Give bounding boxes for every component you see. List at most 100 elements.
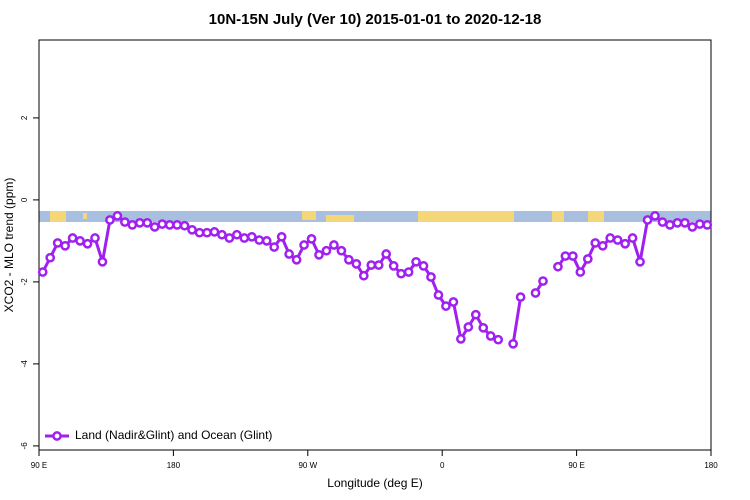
land-patch xyxy=(50,211,66,222)
data-point xyxy=(530,288,541,298)
x-axis-label: Longitude (deg E) xyxy=(327,476,422,490)
data-point xyxy=(582,254,593,264)
data-point xyxy=(620,238,630,249)
data-point xyxy=(239,233,250,243)
data-point xyxy=(381,249,392,259)
data-point xyxy=(112,211,123,221)
legend-label: Land (Nadir&Glint) and Ocean (Glint) xyxy=(75,428,272,442)
data-point xyxy=(418,261,429,271)
data-point xyxy=(411,256,421,267)
data-point xyxy=(37,267,48,277)
data-point xyxy=(575,267,586,277)
data-point xyxy=(254,235,265,245)
data-point xyxy=(470,309,481,320)
chart-title: 10N-15N July (Ver 10) 2015-01-01 to 2020… xyxy=(209,11,542,28)
data-point xyxy=(597,240,608,251)
y-tick-label: -4 xyxy=(20,360,29,368)
data-point xyxy=(202,227,212,238)
data-point xyxy=(515,292,526,302)
data-point xyxy=(403,267,414,277)
data-point xyxy=(560,251,571,261)
data-point xyxy=(314,249,324,260)
data-point xyxy=(635,256,645,267)
data-point xyxy=(694,219,705,229)
data-point xyxy=(665,220,675,230)
data-point xyxy=(209,227,220,237)
land-patch xyxy=(588,211,604,222)
data-point xyxy=(127,220,138,230)
data-point xyxy=(187,224,197,235)
data-point xyxy=(485,331,496,341)
data-point xyxy=(627,233,638,243)
data-point xyxy=(276,231,287,242)
y-tick-label: -2 xyxy=(20,278,29,286)
y-tick-label: -6 xyxy=(20,442,29,450)
land-patch xyxy=(418,211,514,222)
data-point xyxy=(299,240,309,250)
data-point xyxy=(373,260,384,270)
y-tick-label: 2 xyxy=(20,115,29,120)
data-point xyxy=(441,301,451,311)
land-patch xyxy=(302,211,316,220)
data-point xyxy=(433,290,444,300)
data-point xyxy=(687,222,698,232)
data-point xyxy=(493,334,504,345)
x-tick-label: 0 xyxy=(440,461,445,470)
x-tick-label: 180 xyxy=(167,461,181,470)
land-ocean-map xyxy=(39,211,711,222)
data-point xyxy=(75,236,85,246)
data-point xyxy=(105,215,115,225)
data-point xyxy=(538,276,548,286)
land-patch xyxy=(326,215,354,222)
data-point xyxy=(388,261,399,271)
data-point xyxy=(149,222,160,232)
data-point xyxy=(82,238,93,249)
data-point xyxy=(396,268,406,279)
data-point xyxy=(134,218,145,228)
data-point xyxy=(358,270,369,281)
data-point xyxy=(351,259,362,269)
x-tick-label: 90 E xyxy=(31,461,47,470)
data-point xyxy=(366,260,377,270)
data-point xyxy=(120,217,130,227)
data-point xyxy=(553,261,563,272)
data-point xyxy=(269,242,280,252)
data-point xyxy=(142,218,153,228)
plot-frame xyxy=(38,39,712,451)
data-point xyxy=(45,252,56,263)
data-point xyxy=(284,249,294,259)
x-tick-label: 180 xyxy=(704,461,718,470)
data-point xyxy=(478,322,489,333)
data-point xyxy=(680,218,690,228)
land-patch xyxy=(83,213,87,219)
data-point xyxy=(67,233,78,243)
data-point xyxy=(508,338,518,349)
x-tick-label: 90 W xyxy=(298,461,317,470)
data-point xyxy=(672,218,683,228)
ocean-band xyxy=(39,211,711,222)
data-point xyxy=(463,322,474,332)
data-point xyxy=(217,229,227,240)
data-point xyxy=(336,245,347,256)
data-point xyxy=(657,217,668,227)
data-point xyxy=(164,220,175,230)
data-point xyxy=(426,272,436,282)
y-tick-label: 0 xyxy=(20,197,29,202)
data-point xyxy=(612,235,623,245)
data-point xyxy=(97,256,108,267)
data-point xyxy=(321,245,332,256)
data-point xyxy=(52,238,63,248)
data-point xyxy=(194,227,205,238)
data-point xyxy=(246,231,257,242)
data-point xyxy=(179,220,190,231)
data-point xyxy=(306,234,317,244)
data-point xyxy=(60,240,70,251)
data-point xyxy=(157,219,168,229)
data-point xyxy=(232,229,242,240)
y-axis-label: XCO2 - MLO trend (ppm) xyxy=(2,178,16,313)
legend-marker xyxy=(52,431,62,441)
data-point xyxy=(329,240,339,250)
data-point xyxy=(172,220,182,230)
